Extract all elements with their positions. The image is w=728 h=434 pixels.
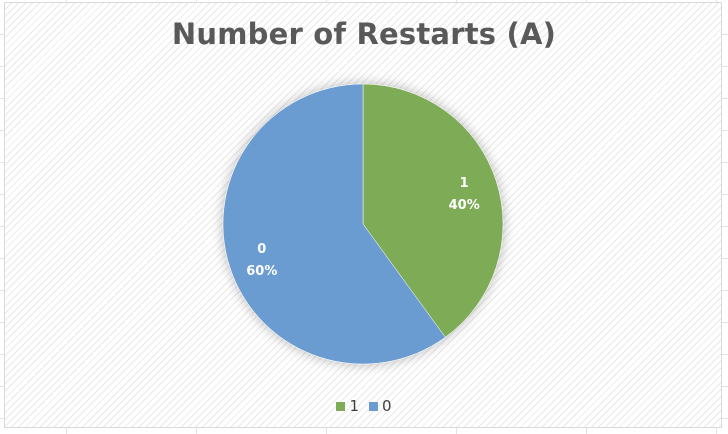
legend-swatch [369, 401, 378, 411]
legend-swatch [336, 401, 346, 411]
chart-legend: 1 0 [5, 397, 723, 415]
legend-item: 0 [369, 397, 392, 415]
data-label-category: 0 [257, 242, 266, 257]
chart-title: Number of Restarts (A) [171, 17, 557, 51]
data-label-percent: 40% [449, 198, 480, 213]
data-label-category: 1 [460, 176, 469, 191]
pie-slice-1[interactable] [362, 83, 504, 338]
chart-area[interactable]: Number of Restarts (A) 1 40% 0 60% 1 0 [4, 2, 722, 428]
pie-chart: 1 40% 0 60% [222, 83, 504, 365]
data-label-percent: 60% [246, 264, 277, 279]
pie-slice-0[interactable] [222, 83, 446, 365]
legend-label: 1 [349, 397, 359, 415]
legend-item: 1 [336, 397, 359, 415]
legend-label: 0 [382, 397, 392, 415]
